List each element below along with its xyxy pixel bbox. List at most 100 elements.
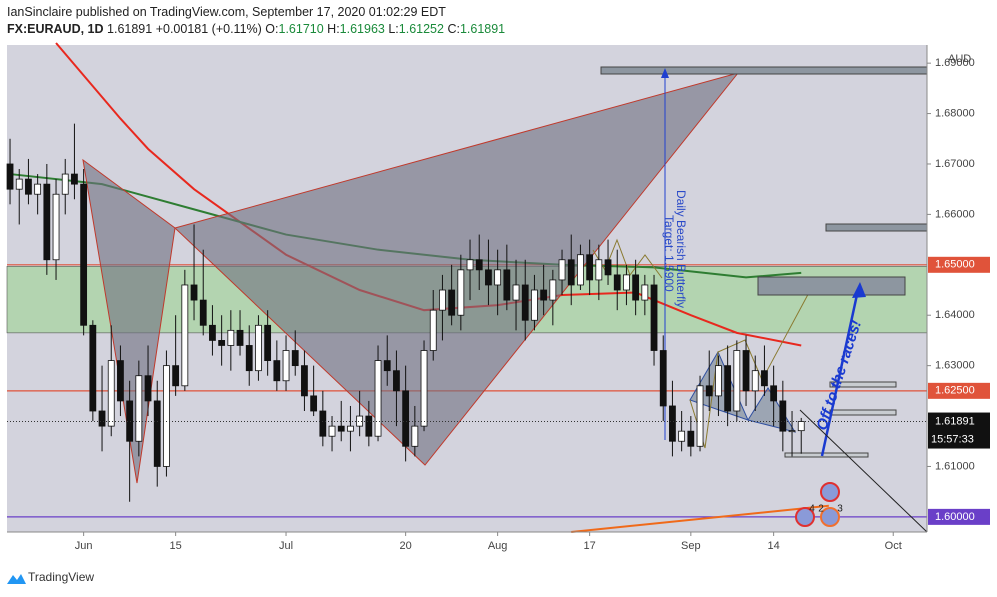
l-value: 1.61252	[398, 22, 444, 36]
candle-body	[34, 183, 42, 195]
candle-body	[457, 269, 465, 316]
candle-body	[227, 329, 235, 346]
candle-body	[485, 269, 492, 286]
candle-body	[319, 410, 327, 437]
y-tick-label: 1.61000	[935, 460, 975, 472]
candle-body	[6, 163, 14, 190]
candle-body	[770, 385, 778, 402]
candle-body	[117, 360, 124, 402]
badge-icon	[795, 507, 815, 527]
header-line: IanSinclaire published on TradingView.co…	[7, 5, 446, 19]
last-price-bg	[928, 412, 990, 449]
candle-body	[52, 193, 60, 261]
candle-body	[172, 365, 180, 387]
candle-body	[549, 279, 557, 301]
candle-body	[632, 274, 640, 301]
y-tick-label: 1.67000	[935, 158, 975, 170]
candle-body	[420, 350, 428, 427]
candle-body	[181, 284, 189, 387]
arrow-head	[661, 68, 669, 78]
candle-body	[604, 259, 612, 276]
candle-body	[705, 385, 713, 397]
candle-body	[356, 415, 364, 427]
last-price-time: 15:57:33	[931, 433, 974, 445]
candle-body	[475, 259, 483, 271]
x-tick-label: Oct	[885, 540, 902, 552]
candle-body	[273, 360, 281, 382]
x-tick-label: Jul	[279, 540, 293, 552]
badge-icon	[820, 507, 840, 527]
candle-body	[209, 324, 216, 341]
x-tick-label: 15	[170, 540, 182, 552]
candle-body	[696, 385, 704, 447]
header-quote: FX:EURAUD, 1D 1.61891 +0.00181 (+0.11%) …	[7, 22, 505, 36]
candle-body	[153, 400, 161, 467]
o-label: O:	[265, 22, 279, 36]
moving-average	[571, 504, 829, 533]
logo	[7, 574, 26, 584]
candle-body	[512, 284, 520, 301]
candle-body	[531, 289, 538, 321]
candle-body	[43, 183, 51, 261]
x-tick-label: Jun	[75, 540, 93, 552]
last-price-label: 1.61891	[935, 415, 975, 427]
candle-body	[291, 350, 299, 367]
candle-body	[264, 324, 272, 361]
candle-body	[641, 284, 649, 301]
badge-icon	[820, 482, 840, 502]
y-tick-label: 1.69000	[935, 57, 975, 69]
h-value: 1.61963	[339, 22, 385, 36]
level-label-bg	[928, 382, 990, 399]
candle-body	[779, 400, 787, 432]
candle-body	[540, 289, 548, 301]
candle-body	[25, 178, 32, 195]
h-label: H:	[327, 22, 340, 36]
level-label-bg	[928, 508, 990, 525]
badge-label: 2	[818, 504, 824, 515]
candle-body	[402, 390, 410, 447]
currency-bg	[928, 50, 973, 68]
target-zone-box	[757, 276, 906, 296]
call-arrow	[820, 289, 860, 457]
candle-body	[255, 324, 262, 372]
y-tick-label: 1.63000	[935, 360, 975, 372]
pattern-label: Daily Bearish Butterfly	[674, 190, 688, 308]
candle-body	[669, 405, 676, 442]
candle-body	[383, 360, 391, 372]
x-tick-label: 14	[768, 540, 780, 552]
candle-body	[144, 375, 152, 402]
level-box	[784, 452, 869, 458]
x-tick-label: 20	[400, 540, 412, 552]
candle-body	[521, 284, 529, 321]
candle-body	[613, 274, 621, 291]
candle-body	[724, 365, 732, 412]
candle-body	[659, 350, 667, 407]
candle-body	[411, 425, 419, 447]
candle-body	[126, 400, 134, 442]
candle-body	[61, 173, 69, 195]
candle-body	[71, 173, 78, 185]
arrow-head	[852, 282, 866, 298]
brand: TradingView	[28, 570, 94, 584]
candle-body	[190, 284, 198, 301]
candle-body	[466, 259, 474, 271]
candle-body	[494, 269, 502, 286]
candle-body	[163, 365, 170, 467]
currency: AUD	[948, 53, 971, 65]
badge-label: 4	[809, 504, 815, 515]
candle-body	[558, 259, 566, 281]
candle-body	[687, 430, 695, 447]
candle-body	[761, 370, 768, 387]
candle-body	[135, 375, 143, 442]
candle-body	[374, 360, 382, 437]
c-label: C:	[447, 22, 460, 36]
candle-body	[310, 395, 318, 412]
level-box	[829, 381, 897, 388]
target-box	[600, 66, 928, 75]
candle-body	[89, 324, 97, 412]
level-label-bg	[928, 256, 990, 273]
y-tick-label: 1.68000	[935, 107, 975, 119]
candle-body	[439, 289, 446, 311]
candle-body	[678, 430, 686, 442]
